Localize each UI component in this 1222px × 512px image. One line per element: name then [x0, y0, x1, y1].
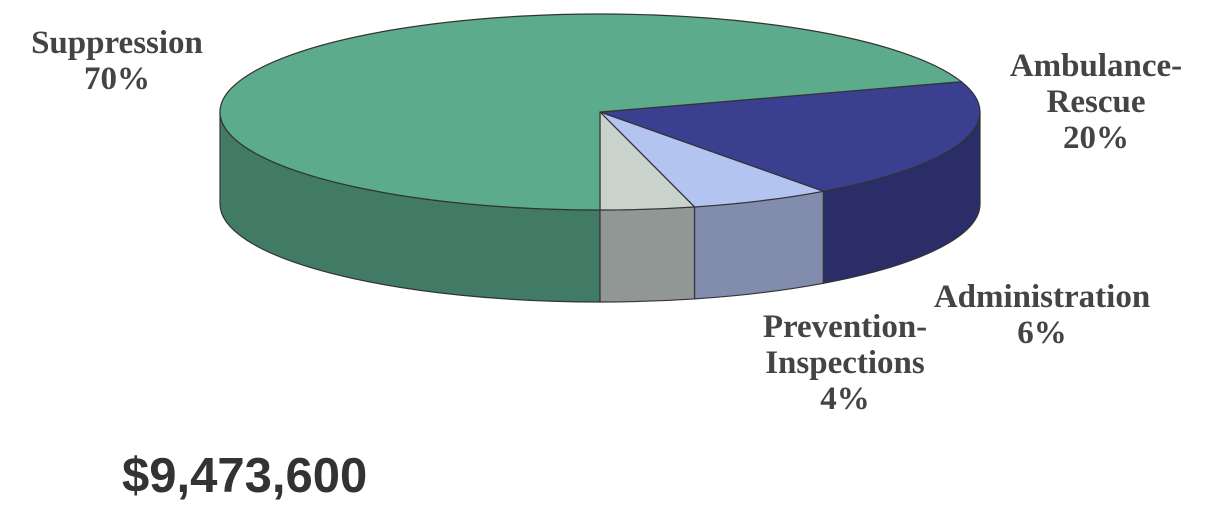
- pie-side-administration: [693, 190, 824, 300]
- pie-label-ambulance: Ambulance-Rescue 20%: [1010, 48, 1182, 156]
- pie-slice-administration: [599, 111, 826, 208]
- pie-label-line: Ambulance-: [1010, 48, 1182, 84]
- pie-label-line: Prevention-: [763, 309, 927, 345]
- pie-labels: Ambulance-Rescue 20%Administration 6%Preve…: [31, 25, 1182, 417]
- pie-sides: [219, 111, 981, 303]
- pie-label-line: Suppression: [31, 25, 203, 61]
- pie-label-line: 70%: [84, 61, 150, 97]
- pie-tops: [219, 13, 981, 211]
- pie-label-line: 4%: [820, 381, 870, 417]
- pie-slice-suppression: [219, 13, 963, 211]
- pie-label-line: Administration: [934, 279, 1150, 315]
- pie-label-line: Rescue: [1047, 84, 1146, 120]
- pie-label-suppression: Suppression 70%: [31, 25, 203, 97]
- pie-side-prevention: [599, 206, 696, 303]
- pie-label-line: Inspections: [765, 345, 925, 381]
- pie-slice-ambulance: [599, 81, 981, 192]
- pie-label-line: 6%: [1017, 315, 1067, 351]
- pie-label-line: 20%: [1063, 120, 1129, 156]
- total-budget: $9,473,600: [122, 449, 368, 503]
- pie-label-administration: Administration 6%: [934, 279, 1150, 351]
- pie-label-prevention: Prevention-Inspections 4%: [763, 309, 927, 417]
